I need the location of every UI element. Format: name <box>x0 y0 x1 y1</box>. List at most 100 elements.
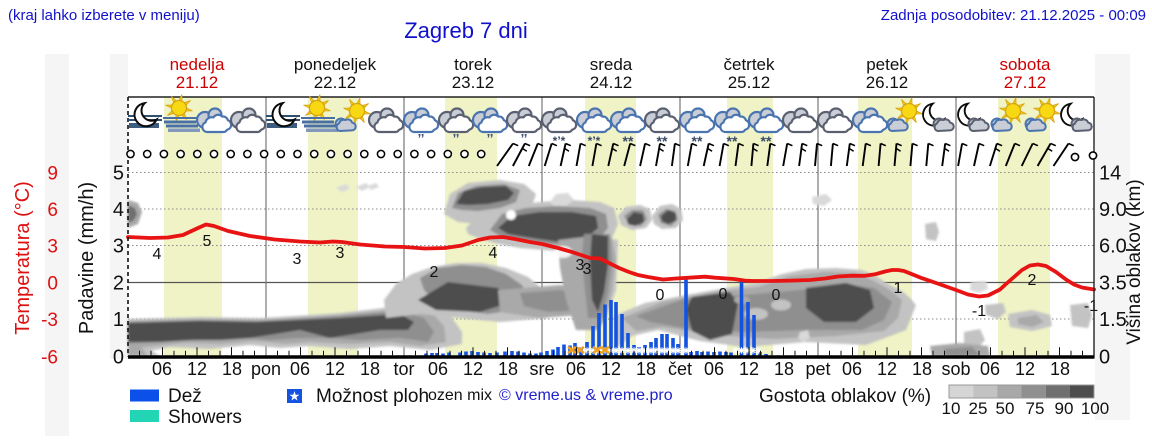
svg-text:6.0: 6.0 <box>1099 236 1127 258</box>
svg-text:Zadnja posodobitev: 21.12.2025: Zadnja posodobitev: 21.12.2025 - 00:09 <box>881 7 1146 24</box>
svg-text:**: ** <box>692 133 703 149</box>
svg-text:06: 06 <box>980 359 1000 379</box>
svg-text:3: 3 <box>293 251 302 268</box>
svg-text:3: 3 <box>336 245 345 262</box>
svg-text:9.0: 9.0 <box>1099 199 1127 221</box>
svg-text:12: 12 <box>463 359 483 379</box>
svg-text:Višina oblakov (km): Višina oblakov (km) <box>1124 179 1145 344</box>
svg-text:sob: sob <box>941 359 970 379</box>
svg-text:pon: pon <box>251 359 281 379</box>
svg-text:torek: torek <box>454 55 492 74</box>
svg-text:**: ** <box>761 133 772 149</box>
svg-text:petek: petek <box>866 55 908 74</box>
svg-text:25: 25 <box>969 399 988 418</box>
svg-text:*’*: *’* <box>588 134 601 148</box>
svg-text:10: 10 <box>942 399 961 418</box>
svg-text:90: 90 <box>1055 399 1074 418</box>
svg-text:sre: sre <box>529 359 554 379</box>
svg-text:pet: pet <box>805 359 830 379</box>
svg-text:4: 4 <box>489 245 498 262</box>
svg-text:24.12: 24.12 <box>590 73 633 92</box>
svg-text:Gostota oblakov (%): Gostota oblakov (%) <box>759 386 931 407</box>
svg-text:nedelja: nedelja <box>170 55 225 74</box>
svg-text:sobota: sobota <box>999 55 1051 74</box>
svg-text:50: 50 <box>996 399 1015 418</box>
svg-text:**: ** <box>623 133 634 149</box>
svg-text:-3: -3 <box>41 310 58 331</box>
svg-text:čet: čet <box>668 359 692 379</box>
svg-text:75: 75 <box>1026 399 1045 418</box>
svg-text:0: 0 <box>772 287 781 304</box>
svg-text:**: ** <box>657 133 668 149</box>
svg-text:12: 12 <box>739 359 759 379</box>
svg-text:12: 12 <box>601 359 621 379</box>
svg-text:4: 4 <box>153 246 162 263</box>
svg-text:06: 06 <box>842 359 862 379</box>
svg-text:Padavine (mm/h): Padavine (mm/h) <box>76 182 98 334</box>
svg-text:06: 06 <box>704 359 724 379</box>
svg-text:9: 9 <box>47 164 58 185</box>
svg-text:1.5: 1.5 <box>1099 309 1127 331</box>
svg-text:(kraj lahko izberete v meniju): (kraj lahko izberete v meniju) <box>8 7 200 24</box>
svg-text:-1: -1 <box>1084 298 1098 315</box>
svg-text:’’: ’’ <box>453 131 460 146</box>
svg-text:2: 2 <box>430 264 439 281</box>
svg-text:tor: tor <box>393 359 414 379</box>
svg-text:’’: ’’ <box>521 131 528 146</box>
svg-text:0: 0 <box>1099 347 1110 369</box>
svg-text:12: 12 <box>1015 359 1035 379</box>
svg-text:12: 12 <box>325 359 345 379</box>
svg-text:0: 0 <box>656 287 665 304</box>
svg-text:3: 3 <box>113 236 124 258</box>
svg-text:četrtek: četrtek <box>723 55 775 74</box>
svg-text:22.12: 22.12 <box>314 73 357 92</box>
svg-text:**: ** <box>727 133 738 149</box>
svg-text:0: 0 <box>47 274 58 295</box>
svg-text:Možnost ploh: Možnost ploh <box>316 386 429 407</box>
svg-text:-1: -1 <box>972 303 986 320</box>
svg-text:4: 4 <box>113 199 124 221</box>
svg-text:06: 06 <box>290 359 310 379</box>
svg-text:06: 06 <box>152 359 172 379</box>
svg-text:© vreme.us & vreme.pro: © vreme.us & vreme.pro <box>499 387 673 404</box>
svg-text:18: 18 <box>498 359 518 379</box>
svg-text:Zagreb 7 dni: Zagreb 7 dni <box>404 18 528 43</box>
svg-text:5: 5 <box>203 233 212 250</box>
svg-text:25.12: 25.12 <box>728 73 771 92</box>
svg-text:1: 1 <box>113 309 124 331</box>
svg-text:06: 06 <box>428 359 448 379</box>
svg-text:3.5: 3.5 <box>1099 273 1127 295</box>
svg-text:3: 3 <box>583 261 592 278</box>
svg-text:Dež: Dež <box>168 386 202 407</box>
svg-text:’’: ’’ <box>418 131 425 146</box>
svg-text:2: 2 <box>1028 272 1037 289</box>
svg-text:ozen mix: ozen mix <box>428 387 492 404</box>
svg-text:-6: -6 <box>41 348 58 369</box>
svg-text:18: 18 <box>1050 359 1070 379</box>
svg-text:12: 12 <box>187 359 207 379</box>
svg-text:0: 0 <box>719 286 728 303</box>
svg-text:18: 18 <box>360 359 380 379</box>
svg-text:5: 5 <box>113 163 124 185</box>
svg-text:100: 100 <box>1081 399 1109 418</box>
svg-text:27.12: 27.12 <box>1004 73 1047 92</box>
svg-text:6: 6 <box>47 200 58 221</box>
svg-text:3: 3 <box>576 257 585 274</box>
svg-text:18: 18 <box>636 359 656 379</box>
svg-text:0: 0 <box>113 347 124 369</box>
svg-text:26.12: 26.12 <box>866 73 909 92</box>
svg-text:23.12: 23.12 <box>452 73 495 92</box>
svg-text:sreda: sreda <box>590 55 633 74</box>
svg-text:’’: ’’ <box>487 131 494 146</box>
svg-text:1: 1 <box>894 280 903 297</box>
svg-text:14: 14 <box>1099 163 1121 185</box>
svg-text:2: 2 <box>113 273 124 295</box>
svg-text:★: ★ <box>289 389 301 404</box>
svg-text:Temperatura (°C): Temperatura (°C) <box>12 181 34 335</box>
svg-text:ponedeljek: ponedeljek <box>294 55 377 74</box>
svg-text:*’*: *’* <box>553 134 566 148</box>
svg-text:06: 06 <box>566 359 586 379</box>
svg-text:18: 18 <box>912 359 932 379</box>
svg-text:3: 3 <box>47 237 58 258</box>
svg-text:18: 18 <box>774 359 794 379</box>
